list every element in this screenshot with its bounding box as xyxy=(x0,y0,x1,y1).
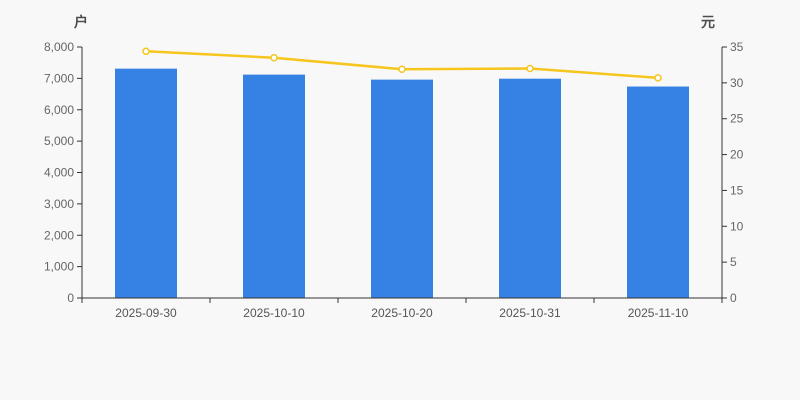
left-axis-tick-label: 0 xyxy=(67,291,74,305)
left-axis-tick-label: 7,000 xyxy=(44,71,74,85)
line-point-2025-09-30[interactable] xyxy=(142,47,150,56)
x-axis-date-label: 2025-11-10 xyxy=(628,306,689,320)
line-series-path xyxy=(145,50,659,80)
bar-2025-10-31[interactable] xyxy=(499,78,561,298)
bar-2025-11-10[interactable] xyxy=(627,86,689,298)
bar-2025-10-20[interactable] xyxy=(371,79,433,298)
left-axis-tick-label: 8,000 xyxy=(44,40,74,54)
bar-2025-09-30[interactable] xyxy=(115,68,177,299)
right-axis-tick-label: 30 xyxy=(730,76,744,90)
left-axis-tick-label: 3,000 xyxy=(44,197,74,211)
right-axis-tick-label: 0 xyxy=(730,291,737,305)
line-point-2025-10-20[interactable] xyxy=(398,65,406,73)
left-axis-tick-label: 1,000 xyxy=(44,260,74,274)
x-axis-date-label: 2025-10-31 xyxy=(499,306,561,320)
left-axis-tick-label: 6,000 xyxy=(44,103,74,117)
x-axis-date-label: 2025-09-30 xyxy=(115,306,177,320)
right-axis-tick-label: 15 xyxy=(730,183,744,197)
line-point-2025-10-31[interactable] xyxy=(526,64,534,73)
left-axis-unit-label: 户 xyxy=(74,14,88,30)
line-point-2025-11-10[interactable] xyxy=(654,74,662,82)
left-axis-tick-label: 2,000 xyxy=(44,228,74,242)
right-axis-tick-label: 10 xyxy=(730,219,744,233)
right-axis-tick-label: 5 xyxy=(730,255,737,269)
line-point-2025-10-10[interactable] xyxy=(270,54,278,62)
x-axis-date-label: 2025-10-10 xyxy=(243,306,305,320)
left-axis-tick-label: 5,000 xyxy=(44,134,74,148)
right-axis-tick-label: 20 xyxy=(730,148,744,162)
right-axis-tick-label: 25 xyxy=(730,112,744,126)
left-axis-tick-label: 4,000 xyxy=(44,166,74,180)
right-axis-unit-label: 元 xyxy=(701,14,715,30)
x-axis-date-label: 2025-10-20 xyxy=(371,306,433,320)
bar-2025-10-10[interactable] xyxy=(243,74,305,298)
right-axis-tick-label: 35 xyxy=(730,40,744,54)
